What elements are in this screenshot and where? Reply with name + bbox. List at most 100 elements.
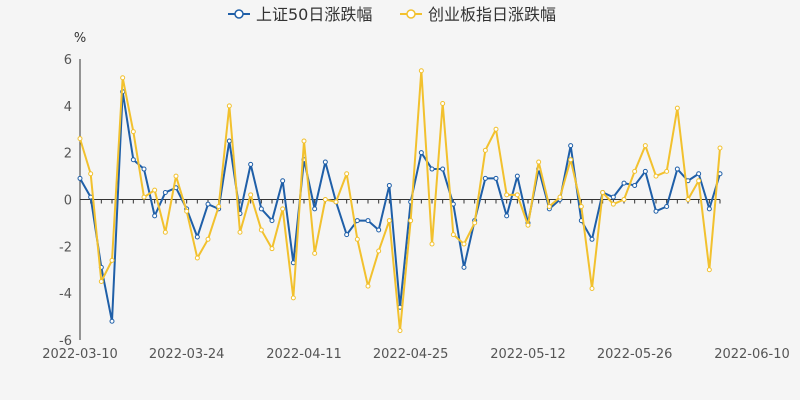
data-point [568, 157, 574, 163]
data-point [376, 248, 382, 254]
legend-item: 上证50日涨跌幅 [228, 5, 372, 24]
data-point [706, 267, 712, 273]
data-point [109, 318, 115, 324]
data-point [162, 189, 168, 195]
data-point [322, 197, 328, 202]
data-point [269, 218, 275, 224]
data-point [386, 182, 392, 188]
data-point [493, 175, 499, 181]
x-tick-label: 2022-03-24 [149, 347, 225, 362]
data-point [365, 283, 371, 289]
y-tick-label: 2 [64, 147, 72, 162]
data-point [621, 180, 627, 186]
data-point [152, 187, 158, 193]
data-point [632, 182, 638, 188]
data-point [365, 218, 371, 224]
y-tick-label: 4 [64, 100, 72, 115]
data-point [216, 204, 222, 210]
data-point [696, 178, 702, 184]
data-point [205, 201, 211, 207]
data-point [77, 136, 83, 142]
data-point [280, 206, 286, 212]
data-point [386, 218, 392, 224]
legend-swatch-marker [406, 9, 416, 19]
data-point [322, 159, 328, 165]
data-point [418, 68, 424, 74]
data-point [557, 194, 563, 200]
y-tick-label: 0 [64, 194, 72, 209]
data-point [536, 159, 542, 165]
data-point [482, 175, 488, 181]
data-point [642, 168, 648, 174]
data-point [184, 208, 190, 214]
legend-label: 上证50日涨跌幅 [256, 5, 372, 24]
data-point [88, 171, 94, 177]
data-point [429, 166, 435, 172]
data-point [589, 236, 595, 242]
data-point [642, 143, 648, 149]
legend: 上证50日涨跌幅 创业板指日涨跌幅 [228, 5, 556, 24]
data-point [589, 285, 595, 291]
data-point [664, 204, 670, 210]
y-tick-label: 6 [64, 53, 72, 68]
legend-item: 创业板指日涨跌幅 [400, 5, 556, 24]
data-point [696, 171, 702, 177]
legend-swatch-marker [234, 9, 244, 19]
data-point [546, 204, 552, 210]
data-point [429, 241, 435, 247]
data-point [578, 204, 584, 210]
data-point [173, 173, 179, 179]
x-tick-label: 2022-03-10 [42, 347, 118, 362]
data-point [130, 129, 136, 135]
data-point [344, 171, 350, 177]
plot-area [77, 68, 723, 334]
data-point [130, 157, 136, 163]
data-point [226, 103, 232, 109]
data-point [525, 222, 531, 228]
data-point [504, 192, 510, 198]
data-point [717, 145, 723, 151]
y-axis-unit-label: % [74, 31, 86, 46]
data-point [493, 126, 499, 132]
data-point [120, 75, 126, 81]
data-point [248, 192, 254, 198]
data-point [568, 143, 574, 149]
data-point [269, 246, 275, 252]
x-tick-label: 2022-04-25 [373, 347, 449, 362]
data-point [258, 227, 264, 233]
data-point [248, 161, 254, 167]
data-point [514, 192, 520, 198]
x-tick-label: 2022-05-26 [597, 347, 673, 362]
data-point [504, 213, 510, 219]
data-point [354, 236, 360, 242]
data-point [290, 295, 296, 301]
data-point [280, 178, 286, 184]
data-point [237, 229, 243, 235]
data-point [194, 234, 200, 240]
data-point [610, 194, 616, 200]
data-point [312, 250, 318, 256]
data-point [600, 189, 606, 195]
data-point [194, 255, 200, 261]
data-point [162, 229, 168, 235]
data-point [450, 232, 456, 238]
series-sse50 [77, 89, 723, 324]
data-point [472, 220, 478, 226]
data-point [344, 232, 350, 238]
data-point [674, 166, 680, 172]
data-point [664, 168, 670, 174]
data-point [461, 241, 467, 247]
data-point [301, 138, 307, 144]
data-point [482, 147, 488, 153]
data-point [674, 105, 680, 111]
data-point [226, 138, 232, 144]
data-point [408, 218, 414, 224]
x-tick-label: 2022-06-10 [714, 347, 790, 362]
data-point [333, 199, 339, 205]
data-point [141, 194, 147, 200]
data-point [397, 328, 403, 334]
y-axis: -6 -4 -2 0 2 4 6 [59, 53, 81, 349]
data-point [152, 213, 158, 219]
data-point [205, 236, 211, 242]
